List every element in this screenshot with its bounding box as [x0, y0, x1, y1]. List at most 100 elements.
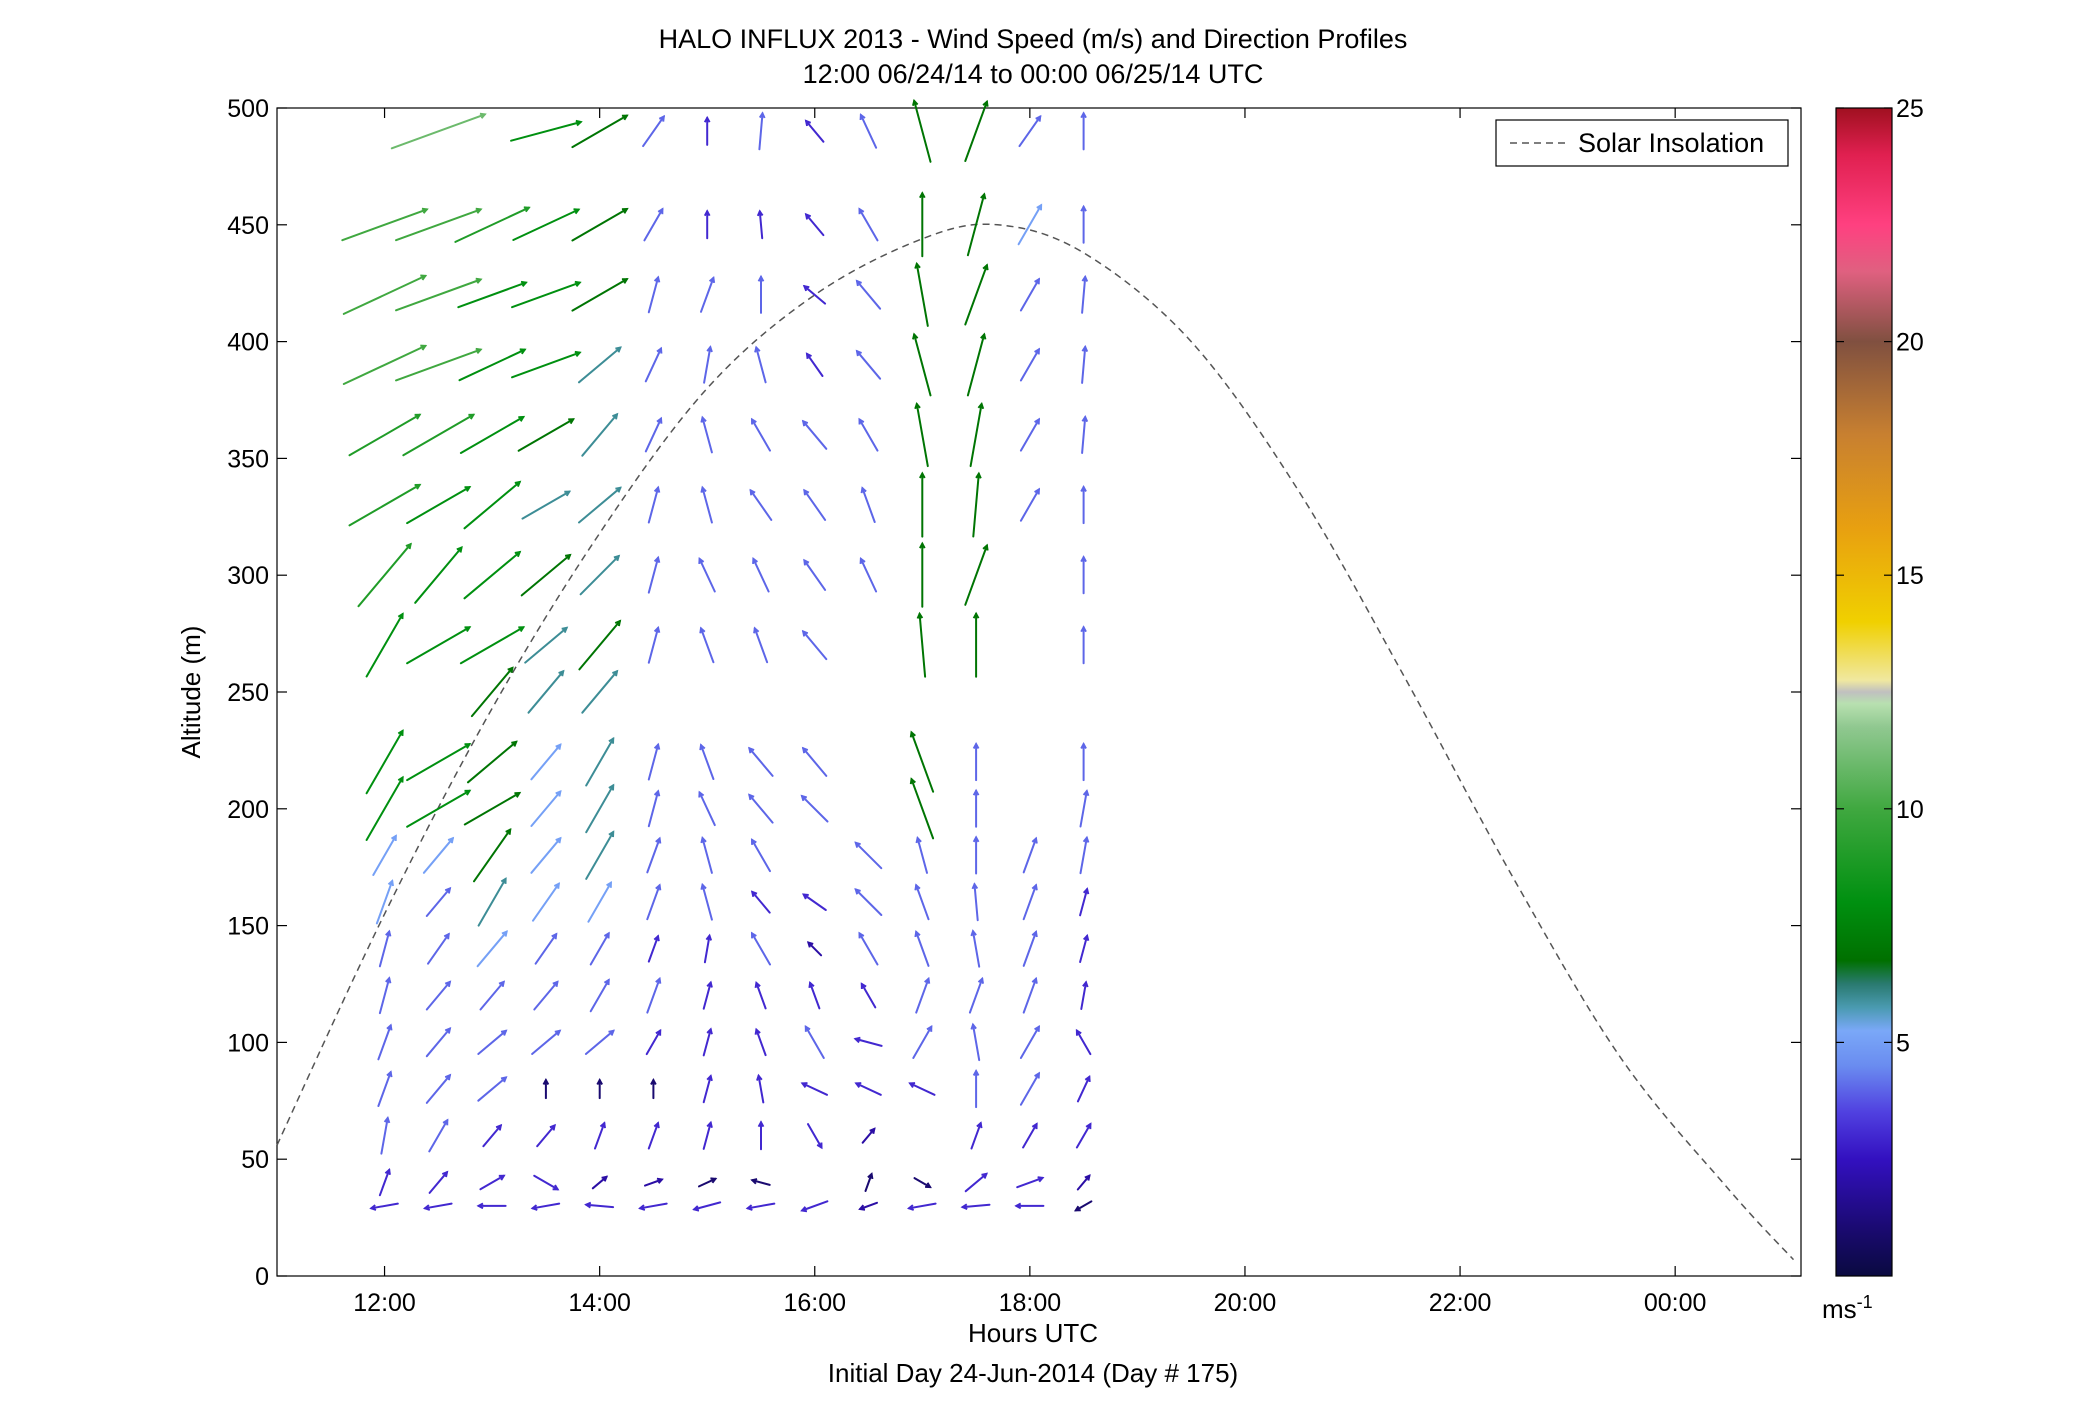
wind-arrow-head: [653, 789, 661, 797]
wind-arrow-head: [750, 931, 757, 939]
y-tick-label: 400: [227, 329, 269, 357]
wind-arrow-head: [800, 794, 808, 802]
colorbar-ticks: 5 10 15 20 25: [1836, 95, 1924, 1057]
wind-arrow-head: [758, 111, 766, 119]
wind-arrow-head: [802, 893, 809, 900]
wind-arrow: [755, 346, 767, 384]
wind-arrow-head: [613, 554, 621, 562]
wind-arrow: [698, 791, 716, 827]
x-axis-subtitle: Initial Day 24-Jun-2014 (Day # 175): [828, 1358, 1238, 1388]
wind-arrow: [646, 977, 661, 1014]
wind-arrow-head: [982, 543, 989, 551]
wind-arrow-head: [441, 1170, 449, 1178]
wind-arrow: [457, 281, 527, 309]
wind-arrow-head: [498, 1174, 506, 1181]
wind-arrow: [531, 1029, 561, 1055]
wind-arrow-head: [475, 347, 483, 354]
wind-arrow: [531, 1202, 561, 1210]
wind-arrow-head: [800, 1206, 808, 1213]
wind-arrow-head: [801, 746, 809, 754]
wind-arrow: [1081, 275, 1087, 314]
wind-arrow: [365, 613, 404, 678]
wind-arrow-head: [612, 669, 619, 677]
wind-arrow-head: [700, 485, 707, 493]
wind-arrow-head: [655, 976, 662, 984]
wind-arrow-head: [706, 1027, 713, 1035]
wind-arrow-head: [656, 416, 663, 424]
wind-arrow: [647, 935, 659, 963]
wind-arrow-head: [800, 1082, 808, 1089]
wind-arrow-head: [858, 1204, 866, 1211]
wind-arrow-head: [1037, 1176, 1045, 1183]
wind-arrow-head: [914, 883, 921, 891]
wind-arrow-head: [386, 1070, 393, 1078]
wind-arrow: [755, 982, 767, 1010]
wind-arrow-head: [656, 1177, 664, 1184]
wind-arrow-head: [1082, 933, 1090, 942]
wind-arrow-head: [975, 471, 982, 479]
wind-arrow-head: [970, 929, 977, 937]
wind-arrow: [377, 1024, 392, 1061]
wind-arrow: [589, 979, 610, 1013]
wind-arrow: [378, 977, 391, 1015]
wind-arrow-head: [1031, 883, 1038, 891]
wind-arrow: [406, 486, 471, 525]
wind-arrow-head: [754, 981, 761, 989]
x-tick-label: 12:00: [353, 1289, 416, 1317]
wind-arrow: [425, 887, 451, 917]
wind-arrow-head: [982, 263, 989, 271]
wind-arrow-head: [653, 555, 661, 563]
wind-arrow: [864, 1173, 873, 1192]
wind-arrow: [748, 747, 774, 777]
wind-arrow-head: [1081, 344, 1089, 352]
colorbar-unit: ms: [1822, 1294, 1857, 1324]
wind-arrow-head: [972, 611, 980, 619]
wind-arrow-head: [568, 418, 575, 425]
legend: Solar Insolation: [1495, 119, 1789, 167]
wind-arrow: [751, 890, 771, 914]
wind-arrow: [861, 1127, 876, 1144]
wind-arrow: [477, 1076, 507, 1102]
wind-arrow: [758, 112, 764, 151]
wind-arrow-head: [553, 882, 561, 889]
wind-arrow: [470, 666, 514, 718]
wind-arrow: [964, 264, 988, 326]
wind-arrow: [1075, 1029, 1092, 1056]
wind-arrow: [751, 418, 771, 452]
wind-arrow: [375, 880, 394, 925]
wind-arrow: [476, 930, 508, 968]
wind-arrow: [804, 1025, 825, 1059]
wind-arrow: [473, 828, 512, 883]
wind-arrow-head: [703, 115, 711, 123]
wind-arrow: [918, 612, 927, 678]
wind-arrow: [1019, 1025, 1040, 1059]
wind-arrow: [594, 1122, 606, 1150]
wind-arrow: [342, 344, 427, 385]
wind-arrow: [1079, 934, 1089, 963]
wind-arrow-head: [869, 1127, 876, 1135]
wind-arrow-head: [575, 119, 583, 127]
wind-arrow-head: [1031, 976, 1038, 984]
solar-insolation-curve: [276, 223, 1795, 1261]
wind-arrow: [463, 792, 521, 826]
wind-arrow-head: [1036, 203, 1043, 211]
wind-arrow: [809, 982, 821, 1010]
wind-arrow: [642, 115, 665, 148]
wind-arrow: [1018, 115, 1042, 148]
wind-arrow-head: [912, 332, 919, 340]
wind-arrow: [380, 1117, 389, 1155]
wind-arrow: [589, 932, 610, 966]
wind-arrow-head: [802, 284, 810, 292]
wind-arrow: [644, 347, 662, 383]
wind-arrow: [1079, 888, 1089, 917]
wind-arrow-head: [612, 412, 619, 420]
wind-arrow-head: [804, 212, 812, 220]
wind-arrow-head: [710, 1177, 718, 1184]
wind-arrow-head: [608, 736, 615, 744]
wind-arrow: [915, 931, 930, 967]
y-tick-label: 200: [227, 796, 269, 824]
wind-arrow-head: [750, 890, 758, 897]
wind-arrow-head: [972, 788, 980, 796]
wind-arrow: [1075, 1123, 1092, 1149]
wind-arrow-head: [748, 746, 755, 754]
